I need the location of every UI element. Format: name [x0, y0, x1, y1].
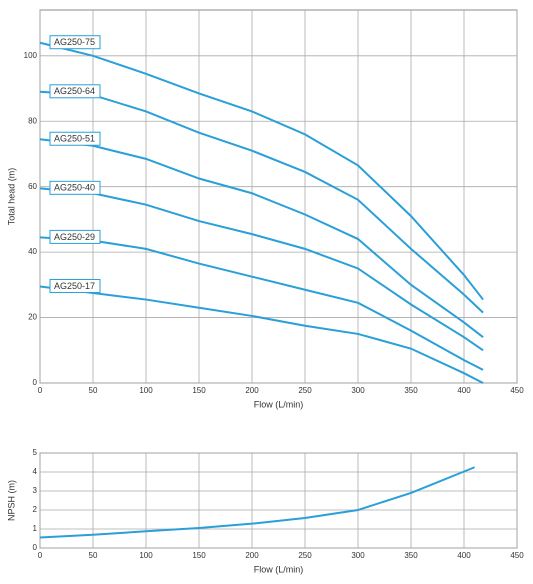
line [39, 466, 475, 539]
line [39, 236, 484, 371]
x-tick-label: 400 [457, 551, 471, 560]
x-tick-label: 150 [192, 551, 206, 560]
series-label-box [49, 278, 101, 293]
y-tick-label: 40 [28, 247, 37, 256]
series-label-box [49, 84, 101, 99]
x-tick-label: 0 [38, 551, 43, 560]
y-axis-label: NPSH (m) [6, 480, 16, 521]
y-tick-label: 2 [33, 505, 38, 514]
y-tick-label: 0 [33, 378, 38, 387]
series-label: AG250-75 [54, 37, 95, 47]
y-tick-label: 1 [33, 524, 38, 533]
x-tick-label: 450 [510, 386, 524, 395]
y-tick-label: 5 [33, 448, 38, 457]
x-axis-label: Flow (L/min) [254, 399, 304, 409]
y-tick-label: 4 [33, 467, 38, 476]
series-label: AG250-40 [54, 183, 95, 193]
x-tick-label: 350 [404, 386, 418, 395]
y-tick-label: 100 [24, 51, 38, 60]
x-tick-label: 100 [139, 551, 153, 560]
x-tick-label: 400 [457, 386, 471, 395]
x-tick-label: 150 [192, 386, 206, 395]
x-tick-label: 450 [510, 551, 524, 560]
x-tick-label: 0 [38, 386, 43, 395]
y-tick-label: 20 [28, 313, 37, 322]
x-tick-label: 100 [139, 386, 153, 395]
series-label: AG250-64 [54, 86, 95, 96]
x-tick-label: 200 [245, 386, 259, 395]
line [39, 187, 484, 352]
line [39, 285, 484, 384]
x-tick-label: 350 [404, 551, 418, 560]
x-tick-label: 300 [351, 386, 365, 395]
y-tick-label: 3 [33, 486, 38, 495]
series-label-box [49, 229, 101, 244]
line [39, 138, 484, 338]
line [39, 41, 484, 301]
x-tick-label: 50 [89, 551, 98, 560]
x-axis-label: Flow (L/min) [254, 564, 304, 574]
y-tick-label: 60 [28, 182, 37, 191]
x-tick-label: 300 [351, 551, 365, 560]
series-label: AG250-51 [54, 134, 95, 144]
y-tick-label: 80 [28, 116, 37, 125]
line [39, 90, 484, 314]
series-label-box [49, 180, 101, 195]
x-tick-label: 250 [298, 551, 312, 560]
x-tick-label: 50 [89, 386, 98, 395]
x-tick-label: 200 [245, 551, 259, 560]
x-tick-label: 250 [298, 386, 312, 395]
series-label-box [49, 131, 101, 146]
series-label-box [49, 35, 101, 50]
series-label: AG250-29 [54, 232, 95, 242]
series-label: AG250-17 [54, 281, 95, 291]
y-tick-label: 0 [33, 543, 38, 552]
y-axis-label: Total head (m) [6, 168, 16, 226]
